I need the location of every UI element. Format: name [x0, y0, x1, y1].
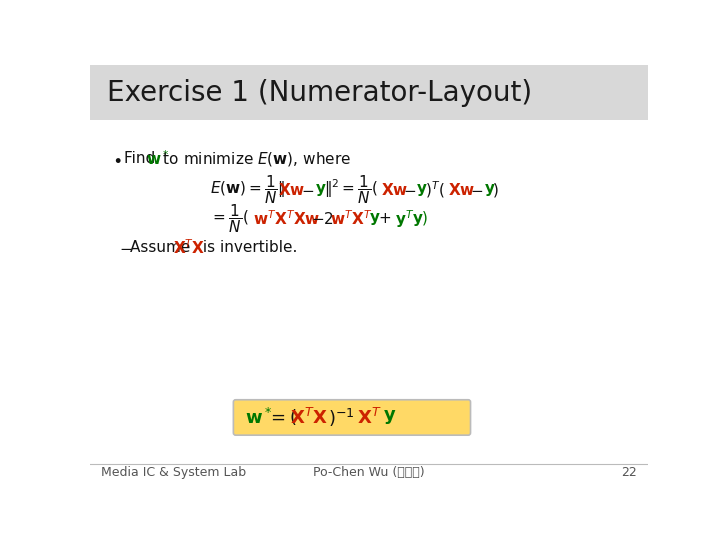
Text: $-$: $-$ — [120, 240, 132, 255]
Text: $ - $: $ - $ — [403, 182, 416, 197]
Text: $\mathbf{w}^*$: $\mathbf{w}^*$ — [145, 150, 169, 168]
Text: $\mathbf{X}^T\mathbf{X}$: $\mathbf{X}^T\mathbf{X}$ — [173, 238, 205, 256]
Text: $\mathbf{w}^T\mathbf{X}^T$: $\mathbf{w}^T\mathbf{X}^T$ — [330, 210, 372, 228]
Text: $= ($: $= ($ — [266, 408, 297, 428]
Text: $ - $: $ - $ — [301, 182, 314, 197]
Text: Po-Chen Wu (吴柏辰): Po-Chen Wu (吴柏辰) — [313, 465, 425, 478]
Text: $ - $: $ - $ — [469, 182, 483, 197]
Text: $\mathbf{y}^T$: $\mathbf{y}^T$ — [395, 208, 414, 230]
Text: $)^{-1}$: $)^{-1}$ — [328, 407, 354, 429]
Text: $\mathbf{w}^*$: $\mathbf{w}^*$ — [245, 407, 272, 428]
Text: $ + $: $ + $ — [378, 211, 392, 226]
Text: $)$: $)$ — [492, 180, 499, 199]
Text: to minimize $E(\mathbf{w})$, where: to minimize $E(\mathbf{w})$, where — [158, 150, 351, 168]
Text: $E(\mathbf{w}) = \dfrac{1}{N} \|$: $E(\mathbf{w}) = \dfrac{1}{N} \|$ — [210, 173, 285, 206]
Text: $)^T($: $)^T($ — [425, 179, 444, 200]
Text: Media IC & System Lab: Media IC & System Lab — [101, 465, 246, 478]
Text: $\mathbf{y}$: $\mathbf{y}$ — [315, 181, 326, 198]
Text: $\|^2 = \dfrac{1}{N}($: $\|^2 = \dfrac{1}{N}($ — [324, 173, 378, 206]
Text: Exercise 1 (Numerator-Layout): Exercise 1 (Numerator-Layout) — [107, 78, 532, 106]
Text: 22: 22 — [621, 465, 637, 478]
Text: $\bullet$: $\bullet$ — [112, 150, 122, 168]
Text: Assume: Assume — [130, 240, 196, 255]
Text: $\mathbf{y}$: $\mathbf{y}$ — [383, 408, 396, 427]
Text: Find: Find — [124, 151, 161, 166]
Text: $\mathbf{y}$: $\mathbf{y}$ — [416, 181, 428, 198]
Text: $\mathbf{Xw}$: $\mathbf{Xw}$ — [279, 181, 306, 198]
Text: $= \dfrac{1}{N}($: $= \dfrac{1}{N}($ — [210, 202, 249, 235]
Text: $\mathbf{Xw}$: $\mathbf{Xw}$ — [448, 181, 475, 198]
Text: $\mathbf{w}^T\mathbf{X}^T\mathbf{Xw}$: $\mathbf{w}^T\mathbf{X}^T\mathbf{Xw}$ — [253, 210, 320, 228]
Text: $\mathbf{y}$: $\mathbf{y}$ — [484, 181, 495, 198]
FancyBboxPatch shape — [233, 400, 471, 435]
Text: $\mathbf{y})$: $\mathbf{y})$ — [412, 210, 428, 228]
Bar — [90, 120, 648, 465]
Text: $\mathbf{X}^T$: $\mathbf{X}^T$ — [357, 407, 382, 428]
Text: $\mathbf{X}^T\mathbf{X}$: $\mathbf{X}^T\mathbf{X}$ — [290, 407, 328, 428]
Text: is invertible.: is invertible. — [199, 240, 298, 255]
Text: $\mathbf{y}$: $\mathbf{y}$ — [369, 211, 381, 227]
Text: $\mathbf{Xw}$: $\mathbf{Xw}$ — [381, 181, 408, 198]
Bar — [90, 65, 648, 120]
Text: $ - 2$: $ - 2$ — [311, 211, 334, 227]
